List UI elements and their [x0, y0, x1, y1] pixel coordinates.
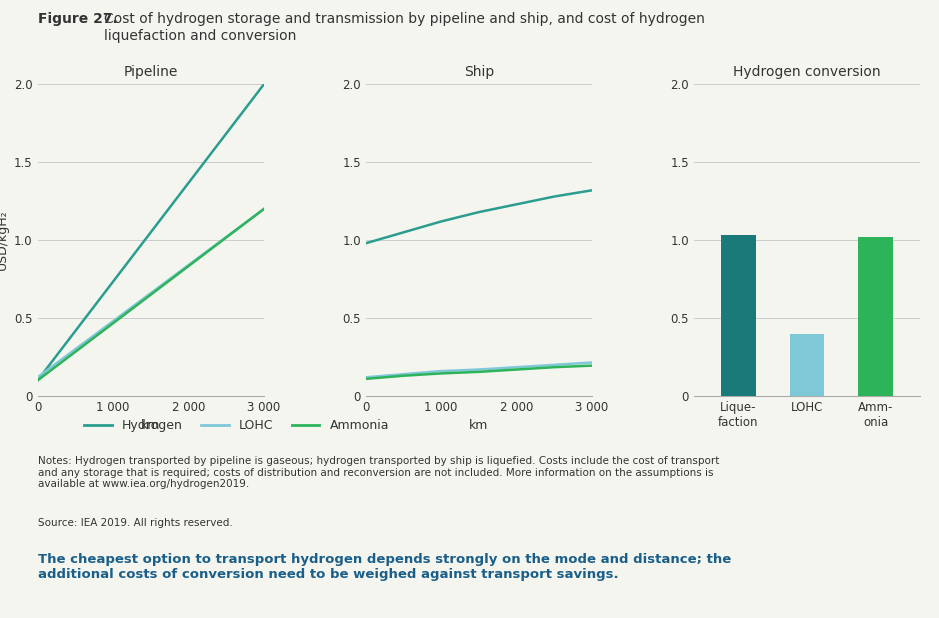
Text: Notes: Hydrogen transported by pipeline is gaseous; hydrogen transported by ship: Notes: Hydrogen transported by pipeline … [38, 456, 719, 489]
Text: The cheapest option to transport hydrogen depends strongly on the mode and dista: The cheapest option to transport hydroge… [38, 552, 731, 580]
Title: Pipeline: Pipeline [124, 65, 177, 79]
Text: Figure 27.: Figure 27. [38, 12, 117, 27]
Title: Hydrogen conversion: Hydrogen conversion [733, 65, 881, 79]
X-axis label: km: km [470, 420, 488, 433]
Bar [721, 235, 756, 396]
Legend: Hydrogen, LOHC, Ammonia: Hydrogen, LOHC, Ammonia [79, 415, 394, 438]
Text: Source: IEA 2019. All rights reserved.: Source: IEA 2019. All rights reserved. [38, 519, 232, 528]
X-axis label: km: km [141, 420, 161, 433]
Bar [790, 334, 824, 396]
Text: Cost of hydrogen storage and transmission by pipeline and ship, and cost of hydr: Cost of hydrogen storage and transmissio… [104, 12, 704, 43]
Y-axis label: USD/kgH₂: USD/kgH₂ [0, 210, 8, 271]
Title: Ship: Ship [464, 65, 494, 79]
Bar [858, 237, 893, 396]
